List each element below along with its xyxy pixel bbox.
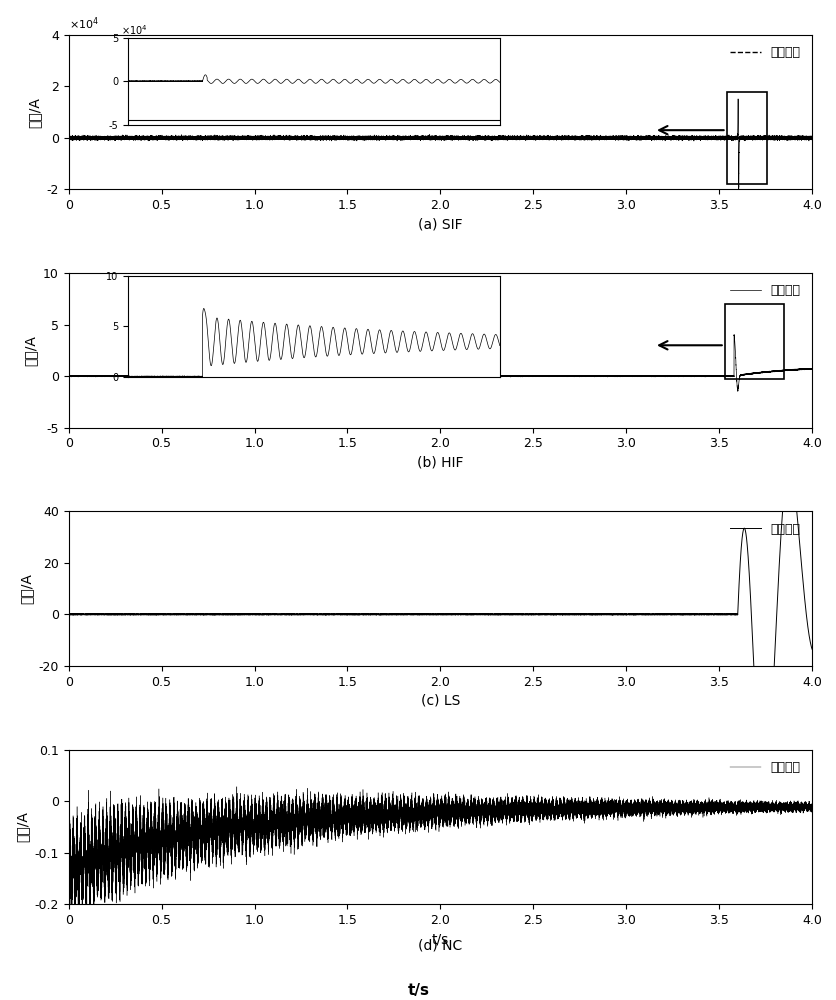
Legend: 零模电流: 零模电流 — [724, 41, 805, 64]
Y-axis label: 幅値/A: 幅値/A — [15, 812, 29, 842]
Text: (a) SIF: (a) SIF — [417, 217, 462, 231]
Legend: 零模电流: 零模电流 — [724, 756, 805, 779]
Text: (c) LS: (c) LS — [421, 694, 460, 708]
Y-axis label: 幅値/A: 幅値/A — [23, 335, 38, 366]
X-axis label: t/s: t/s — [431, 932, 448, 946]
Text: $\times 10^4$: $\times 10^4$ — [69, 15, 99, 32]
Text: (d) NC: (d) NC — [418, 938, 462, 952]
Text: t/s: t/s — [407, 983, 429, 998]
Legend: 零模电流: 零模电流 — [724, 518, 805, 541]
Bar — [724, 304, 783, 379]
Bar — [726, 92, 767, 184]
Y-axis label: 幅値/A: 幅値/A — [19, 573, 33, 604]
Legend: 零模电流: 零模电流 — [724, 279, 805, 302]
Y-axis label: 幅値/A: 幅値/A — [27, 97, 41, 128]
Text: (b) HIF: (b) HIF — [416, 455, 463, 469]
